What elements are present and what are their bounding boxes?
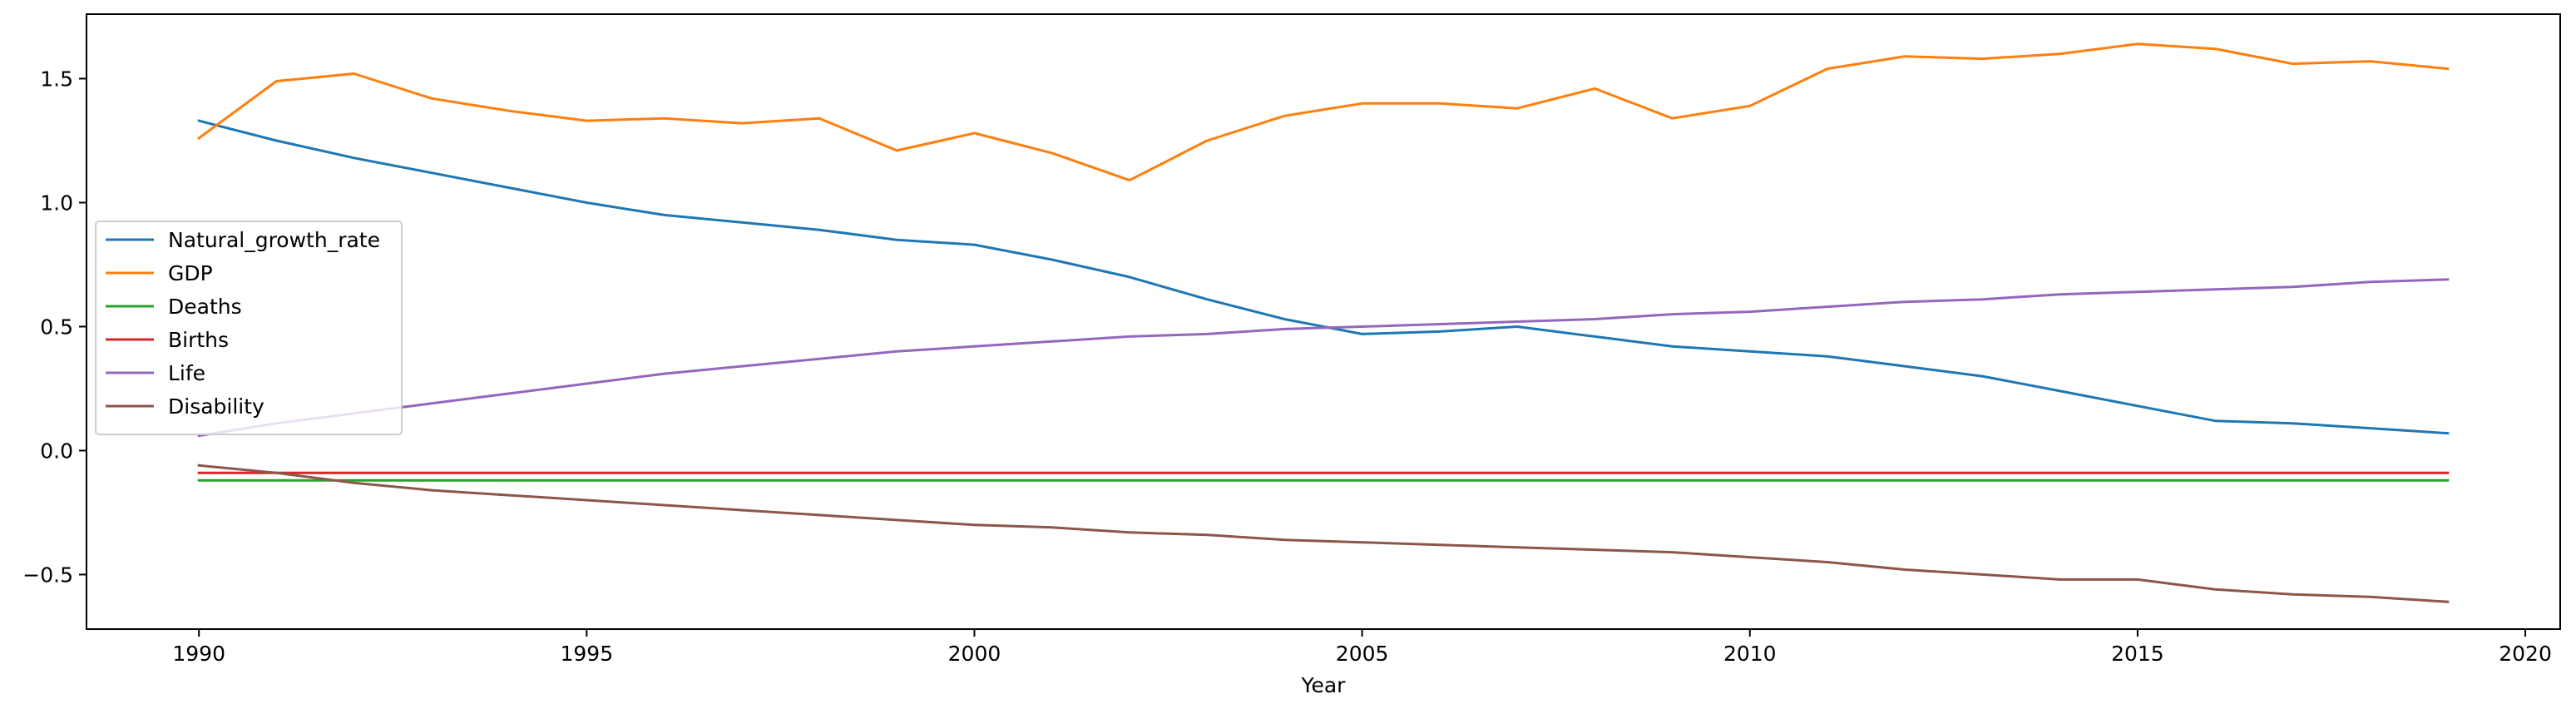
x-tick-label: 1990 bbox=[172, 642, 225, 666]
x-tick-label: 2000 bbox=[948, 642, 1001, 666]
y-tick-label: −0.5 bbox=[22, 563, 73, 587]
y-tick-label: 1.5 bbox=[40, 67, 73, 91]
x-tick-label: 2005 bbox=[1336, 642, 1389, 666]
axes-layer: 1990 1995 2000 2005 2010 2015 2020 −0.5 0.0 0.5 1.… bbox=[22, 13, 2561, 666]
x-tick-label: 1995 bbox=[561, 642, 614, 666]
y-tick-label: 0.5 bbox=[40, 315, 73, 339]
series-line-gdp bbox=[197, 42, 2450, 182]
x-axis-label: Year bbox=[1301, 673, 1347, 697]
plot-frame bbox=[86, 13, 2561, 630]
x-tick-label: 2010 bbox=[1723, 642, 1777, 666]
y-tick-label: 0.0 bbox=[40, 439, 73, 463]
x-tick-label: 2015 bbox=[2111, 642, 2164, 666]
legend-label-disability: Disability bbox=[168, 394, 265, 419]
x-tick-label: 2020 bbox=[2499, 642, 2552, 666]
legend-label-natural-growth-rate: Natural_growth_rate bbox=[168, 228, 380, 252]
legend-label-gdp: GDP bbox=[168, 261, 213, 285]
series-line-disability bbox=[197, 464, 2450, 603]
legend: Natural_growth_rate GDP Deaths Births Life Di… bbox=[95, 221, 403, 435]
legend-box bbox=[95, 221, 403, 435]
series-line-life bbox=[197, 278, 2450, 438]
legend-label-births: Births bbox=[168, 328, 229, 352]
y-tick-label: 1.0 bbox=[40, 191, 73, 215]
legend-label-deaths: Deaths bbox=[168, 295, 242, 319]
series-layer bbox=[197, 42, 2450, 603]
legend-label-life: Life bbox=[168, 361, 205, 385]
